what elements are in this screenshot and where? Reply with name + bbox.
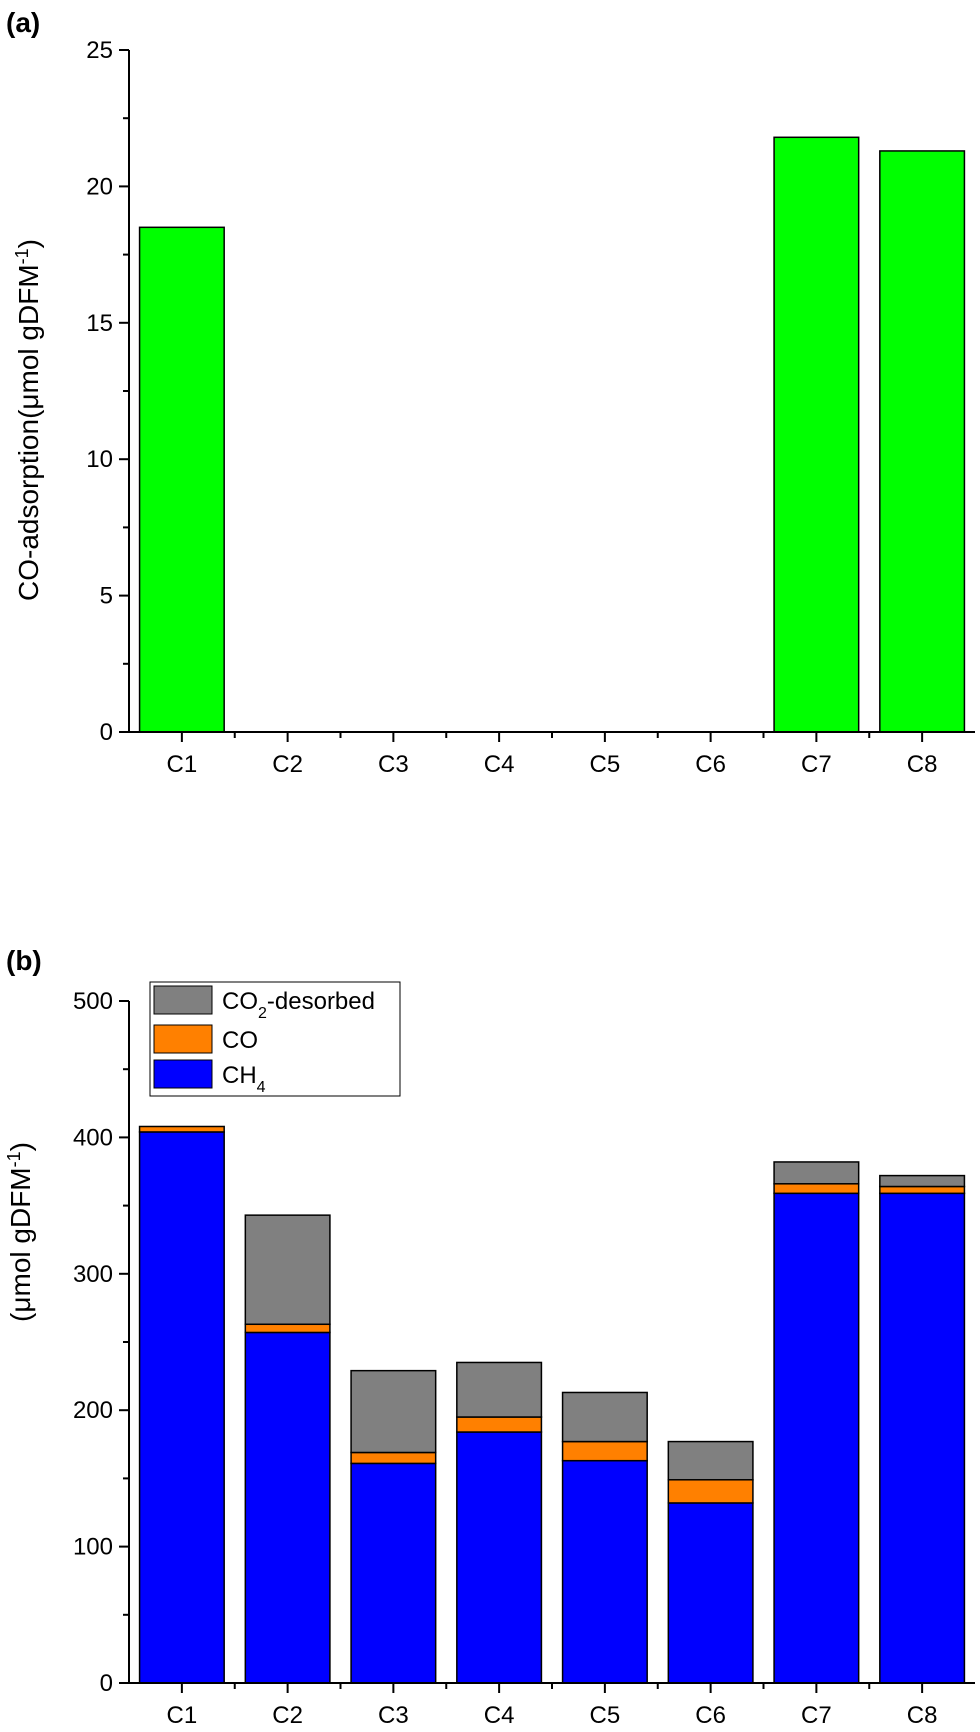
legend: CO2-desorbed CO CH4	[149, 981, 401, 1097]
panel-b-y-tick-label: 300	[73, 1261, 113, 1288]
bar-c5-co2-desorbed	[561, 1391, 648, 1443]
bar-c3-ch4	[350, 1462, 437, 1684]
panel-a-x-tick-label: C3	[378, 751, 409, 778]
bar-c2-co	[244, 1323, 331, 1334]
panel-a-x-tick-label: C7	[801, 751, 832, 778]
panel-a-x-tick-label: C2	[272, 751, 303, 778]
panel-b-y-tick-label: 200	[73, 1397, 113, 1424]
legend-swatch-co	[153, 1024, 213, 1054]
panel-b-x-tick-label: C7	[801, 1702, 832, 1729]
bar-c6-co	[667, 1479, 754, 1504]
panel-b-x-tick-label: C3	[378, 1702, 409, 1729]
bar-c7-co	[773, 1183, 860, 1195]
panel-a-x-tick-label: C6	[695, 751, 726, 778]
panel-b-x-tick-label: C1	[167, 1702, 198, 1729]
panel-a-x-tick-label: C8	[907, 751, 938, 778]
panel-a-x-tick-label: C4	[484, 751, 515, 778]
bar-c7-ch4	[773, 1192, 860, 1684]
bar-c3-co2-desorbed	[350, 1369, 437, 1454]
panel-b-y-axis-title: (μmol gDFM-1)	[4, 1142, 36, 1322]
bar-c2-co2-desorbed	[244, 1214, 331, 1326]
panel-b-y-tick-label: 100	[73, 1534, 113, 1561]
bar-c8-co2-desorbed	[879, 1174, 966, 1188]
panel-a-y-tick-label: 5	[100, 583, 113, 610]
bar-c8	[879, 150, 966, 733]
panel-b-y-tick-label: 400	[73, 1124, 113, 1151]
bar-c2-ch4	[244, 1331, 331, 1684]
panel-a-label: (a)	[6, 7, 40, 38]
bar-c8-co	[879, 1185, 966, 1195]
bar-c4-ch4	[456, 1431, 543, 1684]
panel-b-x-tick-label: C6	[695, 1702, 726, 1729]
legend-swatch-ch4	[153, 1059, 213, 1089]
bar-c1	[138, 226, 225, 733]
bar-c3-co	[350, 1451, 437, 1465]
bar-c5-co	[561, 1440, 648, 1462]
legend-label-ch4: CH4	[222, 1062, 266, 1096]
bar-c8-ch4	[879, 1192, 966, 1684]
bar-c7	[773, 136, 860, 733]
panel-a-y-tick-label: 20	[86, 173, 113, 200]
panel-a-y-axis-title: CO-adsorption(μmol gDFM-1)	[12, 239, 44, 601]
panel-b-y-tick-label: 0	[100, 1670, 113, 1697]
bar-c1-ch4	[138, 1131, 225, 1684]
legend-swatch-co2-desorbed	[153, 985, 213, 1015]
panel-a-y-tick-label: 0	[100, 719, 113, 746]
bar-c7-co2-desorbed	[773, 1161, 860, 1185]
panel-b-label: (b)	[6, 945, 42, 976]
bar-c6-co2-desorbed	[667, 1440, 754, 1481]
panel-b-x-tick-label: C8	[907, 1702, 938, 1729]
panel-b-x-tick-label: C5	[590, 1702, 621, 1729]
bar-c5-ch4	[561, 1459, 648, 1684]
panel-b-chart: (b) (μmol gDFM-1) 0 100 200 300 400 500 C1 C2 C3…	[4, 945, 975, 1729]
panel-a-y-tick-label: 15	[86, 310, 113, 337]
bar-c1-co	[138, 1125, 225, 1133]
panel-b-x-tick-label: C2	[272, 1702, 303, 1729]
bar-c4-co2-desorbed	[456, 1361, 543, 1418]
panel-b-x-tick-label: C4	[484, 1702, 515, 1729]
bar-c4-co	[456, 1416, 543, 1433]
bar-c6-ch4	[667, 1502, 754, 1684]
panel-a-x-tick-label: C5	[590, 751, 621, 778]
panel-a-y-tick-label: 10	[86, 446, 113, 473]
panel-a-y-tick-label: 25	[86, 37, 113, 64]
panel-a-chart: (a) CO-adsorption(μmol gDFM-1) 0 5 10 15 20 2…	[6, 7, 975, 778]
legend-label-co: CO	[222, 1027, 258, 1054]
legend-label-co2-desorbed: CO2-desorbed	[222, 988, 375, 1022]
panel-a-x-tick-label: C1	[167, 751, 198, 778]
panel-b-y-tick-label: 500	[73, 988, 113, 1015]
